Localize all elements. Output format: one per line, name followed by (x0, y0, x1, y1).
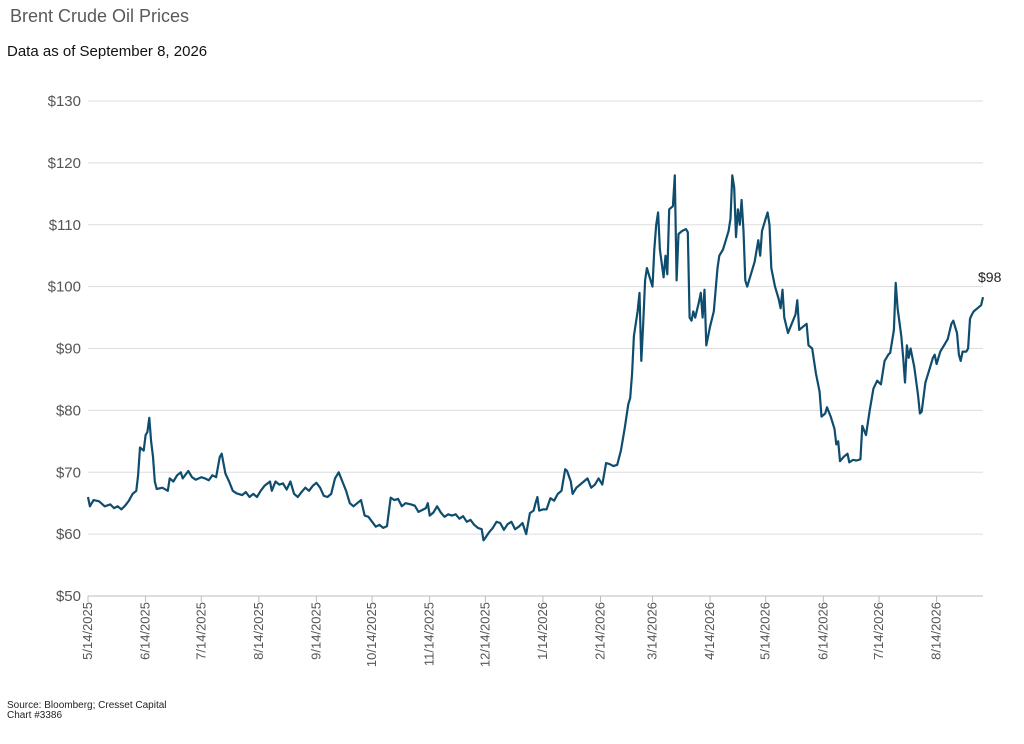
y-tick-label: $110 (49, 217, 81, 234)
x-tick-label: 6/14/2025 (138, 602, 153, 660)
x-tick-label: 6/14/2026 (815, 602, 830, 660)
chart-footer: Source: Bloomberg; Cresset Capital Chart… (7, 701, 167, 721)
x-tick-label: 12/14/2025 (477, 602, 492, 667)
chart-subtitle: Data as of September 8, 2026 (7, 43, 208, 60)
y-tick-label: $130 (48, 93, 81, 110)
end-value-label: $98 (978, 269, 1002, 285)
y-tick-label: $90 (56, 341, 81, 358)
chart-number: Chart #3386 (7, 710, 63, 721)
y-tick-label: $80 (56, 402, 81, 419)
series-layer (86, 174, 985, 542)
x-tick-label: 3/14/2026 (644, 602, 659, 660)
y-tick-label: $120 (48, 155, 81, 172)
x-tick-label: 11/14/2025 (422, 602, 437, 666)
x-tick-label: 2/14/2026 (592, 602, 607, 660)
y-axis-ticks: $50 $60 $70 $80 $90 $100 $110 $120 $130 (48, 93, 81, 605)
y-tick-label: $50 (56, 588, 81, 605)
gridlines (88, 100, 983, 597)
x-tick-label: 10/14/2025 (364, 602, 379, 667)
x-tick-label: 4/14/2026 (702, 602, 717, 660)
line-chart: $50 $60 $70 $80 $90 $100 $110 $120 $130 5/14/202… (48, 93, 1002, 667)
x-tick-label: 8/14/2026 (929, 602, 944, 660)
x-tick-label: 1/14/2026 (535, 602, 550, 660)
x-tick-label: 5/14/2025 (80, 602, 95, 660)
x-tick-label: 7/14/2025 (193, 602, 208, 660)
series-line (86, 174, 985, 542)
y-tick-label: $60 (56, 526, 81, 543)
x-tick-label: 5/14/2026 (758, 602, 773, 660)
x-tick-label: 7/14/2026 (871, 602, 886, 660)
y-tick-label: $70 (56, 464, 81, 481)
y-tick-label: $100 (48, 279, 81, 296)
x-axis: 5/14/2025 6/14/2025 7/14/2025 8/14/2025 9/14… (80, 595, 983, 667)
x-tick-label: 9/14/2025 (308, 602, 323, 660)
source-note: Source: Bloomberg; Cresset Capital (7, 700, 167, 711)
chart-title: Brent Crude Oil Prices (10, 6, 190, 26)
x-tick-label: 8/14/2025 (251, 602, 266, 660)
